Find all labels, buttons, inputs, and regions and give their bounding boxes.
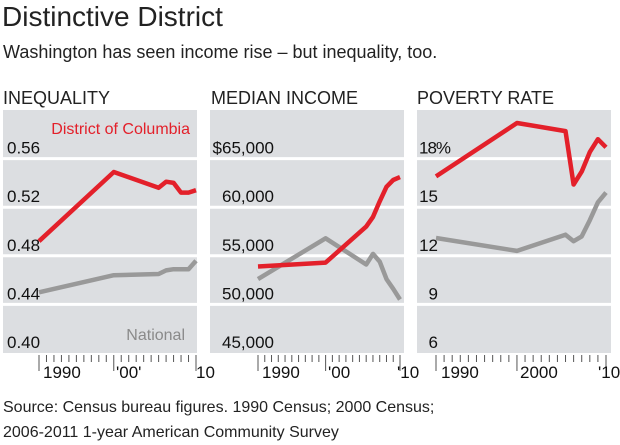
x-tick-label: '10 bbox=[397, 363, 419, 382]
y-tick-label: $65,000 bbox=[213, 139, 274, 158]
dc-series-line bbox=[257, 175, 401, 269]
y-tick-label: 55,000 bbox=[222, 236, 274, 255]
y-tick-label: 0.52 bbox=[7, 187, 40, 206]
panel-title: MEDIAN INCOME bbox=[211, 88, 358, 108]
x-tick-label: '10 bbox=[598, 363, 620, 382]
dc-series-line bbox=[37, 169, 197, 243]
x-tick-label: 1990 bbox=[43, 363, 81, 382]
y-tick-label: 0.48 bbox=[7, 236, 40, 255]
national-series-line bbox=[38, 259, 198, 295]
x-tick-label: '00 bbox=[328, 363, 350, 382]
y-tick-label: 0.44 bbox=[7, 284, 40, 303]
series-label-dc: District of Columbia bbox=[51, 121, 190, 138]
source-line-2: 2006-2011 1-year American Community Surv… bbox=[3, 424, 339, 441]
y-tick-label: 45,000 bbox=[222, 333, 274, 352]
series-label-national: National bbox=[126, 327, 185, 344]
national-series-line bbox=[256, 236, 402, 301]
x-tick-label: 1990 bbox=[441, 363, 479, 382]
plot-background bbox=[417, 110, 611, 353]
y-tick-label: 0.40 bbox=[7, 333, 40, 352]
y-tick-label: 15 bbox=[419, 187, 438, 206]
panel-title: INEQUALITY bbox=[3, 88, 110, 108]
source-note: Source: Census bureau figures. 1990 Cens… bbox=[3, 395, 434, 445]
y-tick-label: 9 bbox=[429, 284, 438, 303]
x-tick-label: 2000 bbox=[520, 363, 558, 382]
y-tick-label: 12 bbox=[419, 236, 438, 255]
y-tick-label: 6 bbox=[429, 333, 438, 352]
source-line-1: Source: Census bureau figures. 1990 Cens… bbox=[3, 399, 435, 416]
chart-subtitle: Washington has seen income rise – but in… bbox=[3, 42, 438, 62]
national-series-line bbox=[435, 191, 608, 254]
plot-background bbox=[210, 110, 404, 353]
dc-series-line bbox=[434, 120, 608, 187]
x-tick-label: 1990 bbox=[262, 363, 300, 382]
plot-background bbox=[3, 110, 197, 353]
chart-title: Distinctive District bbox=[2, 1, 223, 32]
y-tick-label: 0.56 bbox=[7, 139, 40, 158]
y-tick-label: 50,000 bbox=[222, 284, 274, 303]
x-tick-label: 10 bbox=[196, 363, 215, 382]
panel-median-income: MEDIAN INCOME $65,000 60,000 55,000 50,000 45… bbox=[210, 88, 419, 382]
y-tick-label: 60,000 bbox=[222, 187, 274, 206]
y-tick-label: 18% bbox=[419, 139, 451, 158]
panel-title: POVERTY RATE bbox=[417, 88, 554, 108]
x-tick-label: '00' bbox=[116, 363, 141, 382]
